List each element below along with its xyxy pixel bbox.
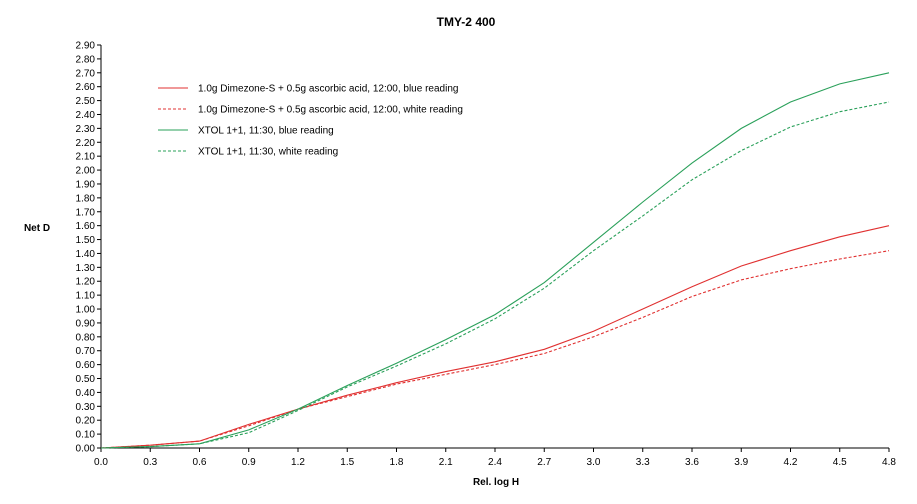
x-tick-label: 1.2 bbox=[291, 457, 305, 468]
y-tick-label: 1.00 bbox=[76, 305, 96, 316]
legend-label-1: 1.0g Dimezone-S + 0.5g ascorbic acid, 12… bbox=[198, 84, 458, 95]
y-tick-label: 0.00 bbox=[76, 444, 96, 455]
x-tick-label: 4.5 bbox=[833, 457, 847, 468]
x-tick-label: 3.9 bbox=[734, 457, 748, 468]
y-tick-label: 1.30 bbox=[76, 263, 96, 274]
y-tick-label: 0.50 bbox=[76, 374, 96, 385]
y-tick-label: 2.70 bbox=[76, 68, 96, 79]
legend: 1.0g Dimezone-S + 0.5g ascorbic acid, 12… bbox=[158, 84, 463, 158]
y-tick-label: 1.40 bbox=[76, 249, 96, 260]
x-tick-label: 0.6 bbox=[193, 457, 207, 468]
x-tick-label: 0.9 bbox=[242, 457, 256, 468]
y-tick-label: 1.20 bbox=[76, 277, 96, 288]
y-tick-label: 2.30 bbox=[76, 124, 96, 135]
y-tick-label: 0.90 bbox=[76, 318, 96, 329]
series-line-2 bbox=[100, 250, 890, 449]
series-line-1 bbox=[100, 225, 890, 449]
y-tick-label: 2.60 bbox=[76, 82, 96, 93]
x-tick-label: 2.1 bbox=[439, 457, 453, 468]
x-tick-label: 1.5 bbox=[340, 457, 354, 468]
y-tick-label: 1.50 bbox=[76, 235, 96, 246]
y-tick-label: 0.70 bbox=[76, 346, 96, 357]
x-tick-label: 2.7 bbox=[537, 457, 551, 468]
y-tick-label: 2.80 bbox=[76, 54, 96, 65]
y-axis-title: Net D bbox=[24, 223, 50, 234]
y-tick-label: 1.90 bbox=[76, 179, 96, 190]
series-line-3 bbox=[100, 72, 890, 449]
x-tick-label: 3.0 bbox=[587, 457, 601, 468]
x-tick-label: 4.2 bbox=[784, 457, 798, 468]
axes: 0.000.100.200.300.400.500.600.700.800.90… bbox=[76, 41, 897, 469]
x-tick-label: 0.3 bbox=[143, 457, 157, 468]
legend-label-3: XTOL 1+1, 11:30, blue reading bbox=[198, 126, 334, 137]
x-tick-label: 1.8 bbox=[390, 457, 404, 468]
x-tick-label: 3.3 bbox=[636, 457, 650, 468]
y-tick-label: 2.20 bbox=[76, 138, 96, 149]
y-tick-label: 2.00 bbox=[76, 166, 96, 177]
y-tick-label: 1.10 bbox=[76, 291, 96, 302]
y-tick-label: 2.50 bbox=[76, 96, 96, 107]
y-tick-label: 2.10 bbox=[76, 152, 96, 163]
legend-label-2: 1.0g Dimezone-S + 0.5g ascorbic acid, 12… bbox=[198, 105, 463, 116]
y-tick-label: 0.20 bbox=[76, 416, 96, 427]
y-tick-label: 0.60 bbox=[76, 360, 96, 371]
series-layer bbox=[100, 72, 890, 449]
chart-title: TMY-2 400 bbox=[437, 15, 496, 29]
x-axis-title: Rel. log H bbox=[473, 477, 519, 488]
x-tick-label: 0.0 bbox=[94, 457, 108, 468]
x-tick-label: 4.8 bbox=[882, 457, 896, 468]
y-tick-label: 0.30 bbox=[76, 402, 96, 413]
x-tick-label: 2.4 bbox=[488, 457, 502, 468]
y-tick-label: 0.40 bbox=[76, 388, 96, 399]
series-line-4 bbox=[100, 101, 890, 449]
y-tick-label: 0.10 bbox=[76, 430, 96, 441]
y-tick-label: 1.70 bbox=[76, 207, 96, 218]
x-tick-label: 3.6 bbox=[685, 457, 699, 468]
y-tick-label: 1.80 bbox=[76, 193, 96, 204]
legend-label-4: XTOL 1+1, 11:30, white reading bbox=[198, 147, 338, 158]
y-tick-label: 1.60 bbox=[76, 221, 96, 232]
y-tick-label: 2.40 bbox=[76, 110, 96, 121]
y-tick-label: 2.90 bbox=[76, 41, 96, 52]
y-tick-label: 0.80 bbox=[76, 332, 96, 343]
